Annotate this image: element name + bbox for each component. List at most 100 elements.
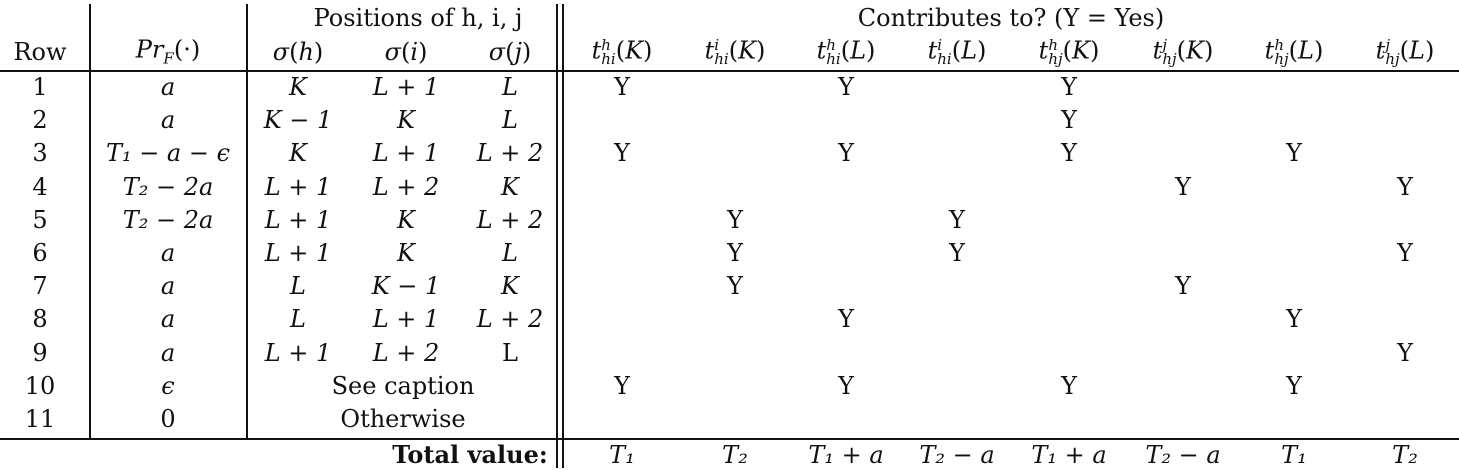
header-sigma-h: σ(h) xyxy=(272,38,324,66)
col-divider-pr xyxy=(246,4,248,438)
header-contrib-6: t j hj (K) xyxy=(1152,35,1214,68)
header-contrib-7: t h hj (L) xyxy=(1264,35,1324,68)
contrib-yes-mark: Y xyxy=(949,205,965,234)
header-positions: Positions of h, i, j xyxy=(313,4,523,32)
row-probability: 0 xyxy=(160,405,176,433)
contrib-yes-mark: Y xyxy=(1286,139,1302,168)
row-sigma-j: L xyxy=(502,106,518,135)
contrib-yes-mark: Y xyxy=(1061,371,1077,400)
header-sigma-i: σ(i) xyxy=(384,38,428,66)
row-sigma-h: L xyxy=(290,272,306,301)
row-sigma-h: K xyxy=(289,73,307,101)
contrib-yes-mark: Y xyxy=(614,73,630,101)
header-pr: PrF(·) xyxy=(135,35,201,68)
row-probability: T₂ − 2a xyxy=(122,205,214,234)
header-contrib-8: t j hj (L) xyxy=(1375,35,1435,68)
total-value: T₂ − a xyxy=(919,441,995,469)
contrib-yes-mark: Y xyxy=(838,73,854,101)
contrib-yes-mark: Y xyxy=(1175,272,1191,301)
row-sigma-j: L + 2 xyxy=(476,205,544,234)
contrib-yes-mark: Y xyxy=(1061,139,1077,168)
row-sigma-i: L + 2 xyxy=(372,338,440,367)
row-sigma-j: K xyxy=(501,272,519,301)
row-sigma-h: K xyxy=(289,139,307,168)
contrib-yes-mark: Y xyxy=(1061,106,1077,135)
row-number: 8 xyxy=(32,305,48,334)
header-contrib-2: t i hi (K) xyxy=(704,35,766,68)
row-number: 7 xyxy=(32,272,48,301)
row-sigma-i: K − 1 xyxy=(371,272,441,301)
header-contrib-4: t i hi (L) xyxy=(927,35,987,68)
total-value: T₁ xyxy=(609,441,635,469)
row-sigma-j: L xyxy=(502,73,518,101)
row-number: 5 xyxy=(32,205,48,234)
row-probability: a xyxy=(160,73,176,101)
row-sigma-i: K xyxy=(397,239,415,267)
header-contrib-1: t h hi (K) xyxy=(591,35,653,68)
total-rule xyxy=(0,438,1459,440)
row-sigma-h: L xyxy=(290,305,306,334)
row-probability: T₂ − 2a xyxy=(122,172,214,201)
row-sigma-i: L + 2 xyxy=(372,172,440,201)
contrib-yes-mark: Y xyxy=(1175,172,1191,201)
row-positions-merged: See caption xyxy=(331,371,475,400)
row-number: 2 xyxy=(32,106,48,135)
total-value: T₁ + a xyxy=(808,441,884,469)
row-sigma-h: L + 1 xyxy=(264,172,332,201)
contrib-yes-mark: Y xyxy=(1061,73,1077,101)
row-sigma-j: L xyxy=(502,338,518,367)
row-sigma-h: L + 1 xyxy=(264,338,332,367)
row-sigma-i: K xyxy=(397,106,415,135)
total-value: T₁ xyxy=(1281,441,1307,469)
contrib-yes-mark: Y xyxy=(614,371,630,400)
col-divider-double-right xyxy=(562,4,564,468)
col-divider-row xyxy=(89,4,91,438)
total-value: T₁ + a xyxy=(1031,441,1107,469)
contrib-yes-mark: Y xyxy=(838,305,854,334)
contrib-yes-mark: Y xyxy=(727,205,743,234)
row-sigma-i: L + 1 xyxy=(372,305,440,334)
row-sigma-i: L + 1 xyxy=(372,73,440,101)
row-number: 9 xyxy=(32,338,48,367)
contrib-yes-mark: Y xyxy=(1286,371,1302,400)
row-probability: a xyxy=(160,106,176,135)
contrib-yes-mark: Y xyxy=(1286,305,1302,334)
contrib-yes-mark: Y xyxy=(838,139,854,168)
contrib-yes-mark: Y xyxy=(1397,172,1413,201)
row-sigma-i: K xyxy=(397,205,415,234)
row-sigma-j: L xyxy=(502,239,518,267)
contrib-yes-mark: Y xyxy=(614,139,630,168)
row-probability: a xyxy=(160,239,176,267)
header-rule xyxy=(0,70,1459,72)
row-sigma-h: L + 1 xyxy=(264,239,332,267)
row-positions-merged: Otherwise xyxy=(340,405,466,433)
row-number: 1 xyxy=(32,73,48,101)
header-contributes: Contributes to? (Y = Yes) xyxy=(857,4,1165,32)
contrib-yes-mark: Y xyxy=(1397,239,1413,267)
total-value: T₂ − a xyxy=(1145,441,1221,469)
total-value-label: Total value: xyxy=(392,440,548,469)
row-sigma-j: L + 2 xyxy=(476,305,544,334)
row-sigma-h: K − 1 xyxy=(263,106,333,135)
row-probability: T₁ − a − ϵ xyxy=(105,139,231,168)
contrib-yes-mark: Y xyxy=(727,272,743,301)
header-row: Row xyxy=(13,38,67,66)
row-probability: a xyxy=(160,338,176,367)
row-number: 10 xyxy=(24,371,56,400)
total-value: T₂ xyxy=(722,441,748,469)
header-contrib-3: t h hi (L) xyxy=(816,35,876,68)
contrib-yes-mark: Y xyxy=(1397,338,1413,367)
row-probability: a xyxy=(160,305,176,334)
col-divider-double-left xyxy=(556,4,558,468)
row-number: 4 xyxy=(32,172,48,201)
header-contrib-5: t h hj (K) xyxy=(1038,35,1100,68)
row-number: 3 xyxy=(32,139,48,168)
row-probability: a xyxy=(160,272,176,301)
row-sigma-j: L + 2 xyxy=(476,139,544,168)
contrib-yes-mark: Y xyxy=(838,371,854,400)
row-sigma-h: L + 1 xyxy=(264,205,332,234)
total-value: T₂ xyxy=(1392,441,1418,469)
contrib-yes-mark: Y xyxy=(949,239,965,267)
row-probability: ϵ xyxy=(161,371,175,400)
